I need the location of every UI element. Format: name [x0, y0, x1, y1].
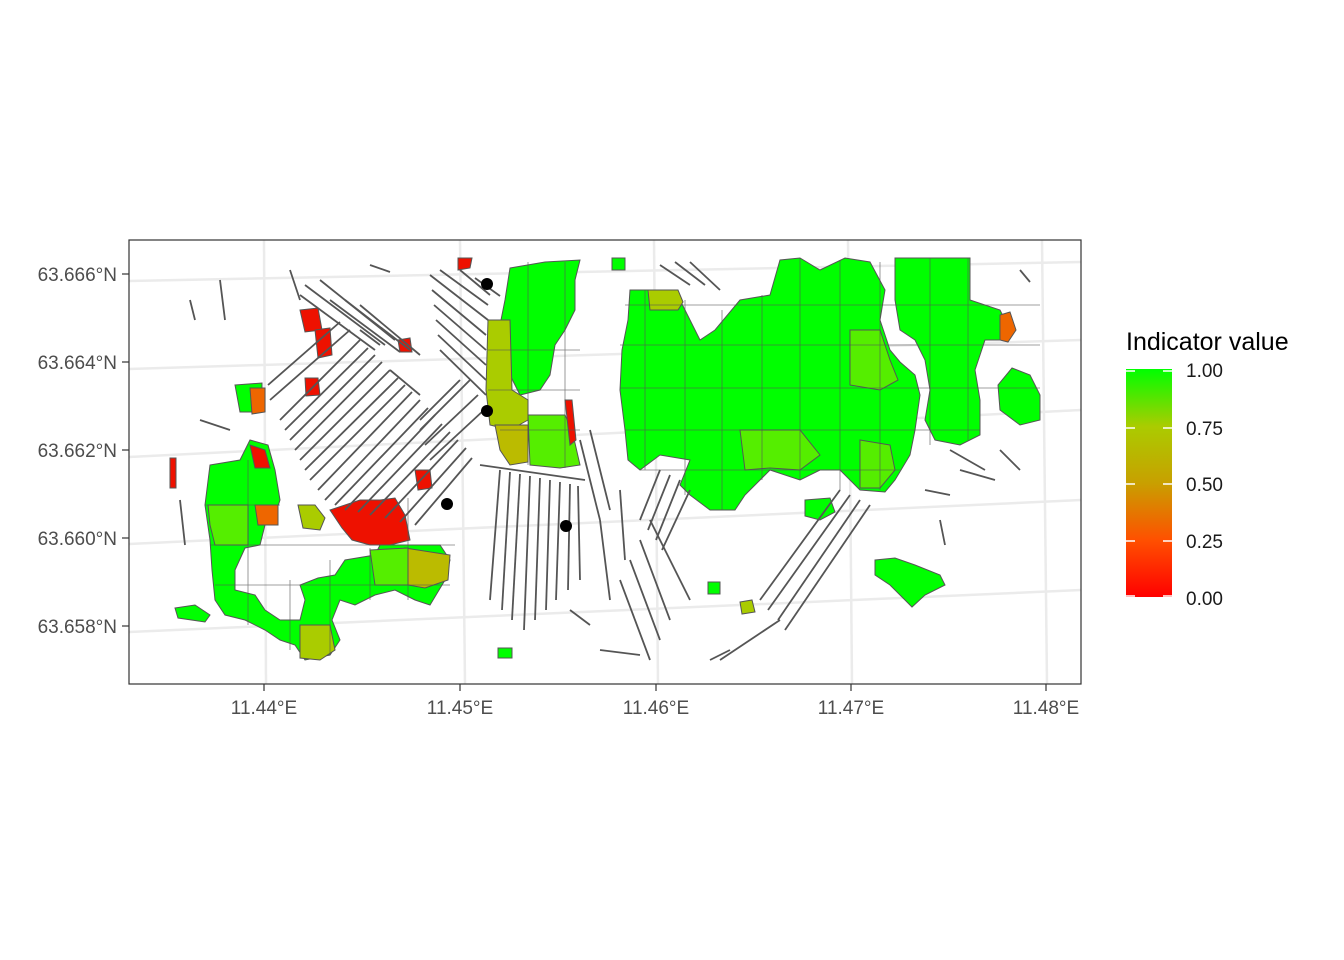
patch-red-topcenter: [457, 257, 473, 271]
y-tick-label: 63.666°N: [38, 265, 117, 286]
patch-east-olive-top: [647, 289, 684, 311]
y-tick-label: 63.660°N: [38, 529, 117, 550]
x-axis: [263, 684, 1047, 691]
patch-east-right-small: [997, 367, 1041, 426]
observation-points: [441, 278, 572, 532]
patch-west-yellowgreen-bottom: [299, 624, 336, 661]
y-tick-label: 63.658°N: [38, 617, 117, 638]
legend-colorbar: [1126, 369, 1172, 597]
observation-point: [481, 405, 493, 417]
ditch-lines: [179, 261, 1031, 661]
patch-west-lightgreen-bottom: [369, 547, 409, 586]
raster-cell-lines: [205, 258, 1040, 655]
observation-point: [441, 498, 453, 510]
y-tick-label: 63.662°N: [38, 441, 117, 462]
patch-small-yellowgreen-dot: [739, 599, 756, 615]
x-tick-label: 11.46°E: [623, 698, 689, 719]
panel-border: [128, 239, 1082, 685]
patch-east-lightgreen-mid3: [859, 439, 896, 489]
patch-red-far-left: [169, 457, 177, 489]
patch-west-olive-bottom: [404, 547, 451, 589]
patch-central-olive: [494, 424, 529, 466]
graticule-lat-63662: [129, 408, 1081, 459]
patch-east-orange: [999, 311, 1017, 343]
patch-east-main: [619, 257, 921, 511]
graticule-lon-1148: [1040, 240, 1049, 684]
patch-red-large: [329, 497, 411, 546]
legend-tick-label: 0.50: [1186, 475, 1223, 496]
patch-small-top-left: [611, 257, 626, 271]
x-tick-label: 11.45°E: [427, 698, 493, 719]
patch-east-bottom-mid: [804, 497, 836, 521]
y-axis: [122, 273, 129, 627]
legend-tick-label: 1.00: [1186, 361, 1223, 382]
patch-red-mid: [414, 469, 433, 491]
legend: Indicator value 1.00 0.75 0.50 0.25 0.00: [1126, 328, 1289, 610]
y-tick-label: 63.664°N: [38, 353, 117, 374]
patch-west-yellowgreen-mid: [297, 504, 326, 531]
x-tick-label: 11.47°E: [818, 698, 884, 719]
patch-red-west: [249, 444, 271, 469]
patch-small-bottom-mid: [707, 581, 721, 595]
x-tick-label: 11.44°E: [231, 698, 297, 719]
patch-orange-west2: [254, 504, 279, 526]
legend-title: Indicator value: [1126, 328, 1289, 356]
observation-point: [481, 278, 493, 290]
graticule-lat-63660: [129, 498, 1081, 546]
legend-tick-label: 0.75: [1186, 419, 1223, 440]
patch-orange-west: [249, 387, 266, 415]
legend-tick-label: 0.25: [1186, 532, 1223, 553]
observation-point: [560, 520, 572, 532]
legend-tick-label: 0.00: [1186, 589, 1223, 610]
patch-small-bottom-center: [497, 647, 513, 659]
patch-west-lightgreen-2: [207, 504, 249, 546]
patch-west-bottom-left: [174, 604, 211, 623]
x-tick-label: 11.48°E: [1013, 698, 1079, 719]
indicator-patches: [169, 257, 1041, 661]
patch-east-bottom-right: [874, 557, 946, 608]
